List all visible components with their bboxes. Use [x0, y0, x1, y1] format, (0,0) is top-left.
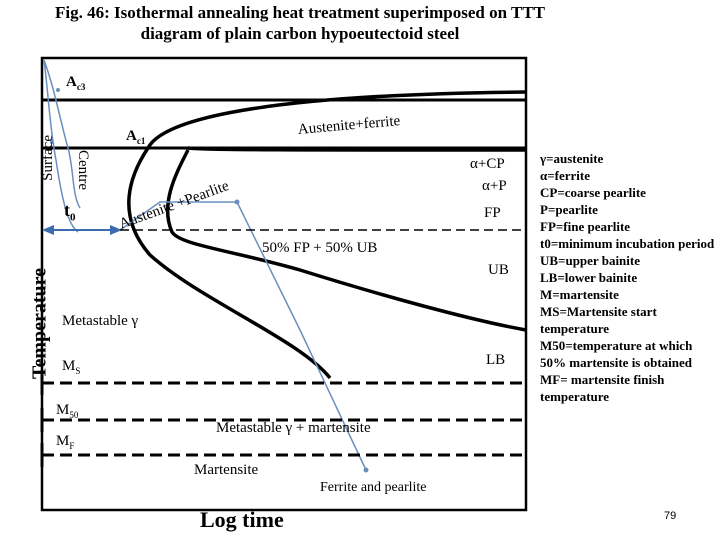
- legend-item: M50=temperature at which 50% martensite …: [540, 338, 693, 370]
- m50-label: M50: [56, 402, 79, 420]
- t0-arrow-head-right: [110, 225, 122, 235]
- title-line-1: Fig. 46: Isothermal annealing heat treat…: [54, 3, 546, 22]
- ferrite-pearlite-label: Ferrite and pearlite: [320, 480, 427, 495]
- ac1-marker: [50, 140, 54, 144]
- diagram-frame: [40, 56, 528, 512]
- centre-cooling-curve: [43, 59, 81, 209]
- legend-item: FP=fine pearlite: [540, 219, 631, 234]
- legend-item: γ=austenite: [540, 151, 604, 166]
- x-axis-label: Log time: [200, 507, 284, 532]
- legend-item: α=ferrite: [540, 168, 591, 183]
- martensite-label: Martensite: [194, 462, 259, 478]
- y-axis-label: Temperature: [28, 267, 51, 380]
- figure-title: Fig. 46: Isothermal annealing heat treat…: [0, 2, 600, 44]
- ac3-marker: [56, 88, 60, 92]
- final-cooling-path: [236, 201, 367, 471]
- legend: γ=austenite α=ferrite CP=coarse pearlite P=…: [540, 150, 720, 405]
- alpha-cp-label: α+CP: [470, 156, 505, 172]
- legend-item: CP=coarse pearlite: [540, 185, 646, 200]
- ms-label: MS: [62, 358, 81, 376]
- legend-item: M=martensite: [540, 287, 619, 302]
- t0-arrow-head-left: [42, 225, 54, 235]
- mf-label: MF: [56, 433, 75, 451]
- title-line-2: diagram of plain carbon hypoeutectoid st…: [140, 24, 460, 43]
- legend-item: P=pearlite: [540, 202, 598, 217]
- ac3-label: Ac3: [66, 74, 86, 92]
- fp-label: FP: [484, 205, 501, 221]
- metastable-gamma-martensite-label: Metastable γ + martensite: [216, 420, 371, 436]
- isothermal-hold-path: [119, 201, 235, 231]
- legend-item: MF= martensite finish temperature: [540, 372, 665, 404]
- final-cooling-marker: [363, 467, 369, 473]
- surface-label: Surface: [40, 135, 56, 181]
- legend-item: t0=minimum incubation period: [540, 236, 715, 251]
- t0-label: t0: [64, 200, 76, 224]
- page-number: 79: [664, 510, 677, 522]
- surface-cooling-curve: [43, 59, 79, 233]
- fp-ub-label: 50% FP + 50% UB: [262, 240, 378, 256]
- transformation-start-curve: [127, 90, 527, 380]
- legend-item: MS=Martensite start temperature: [540, 304, 657, 336]
- lb-label: LB: [486, 352, 506, 368]
- centre-label: Centre: [75, 150, 91, 190]
- legend-item: LB=lower bainite: [540, 270, 638, 285]
- ac1-label: Ac1: [126, 128, 146, 146]
- ub-label: UB: [488, 262, 509, 278]
- legend-item: UB=upper bainite: [540, 253, 640, 268]
- metastable-gamma-label: Metastable γ: [62, 313, 139, 329]
- alpha-p-label: α+P: [482, 178, 507, 194]
